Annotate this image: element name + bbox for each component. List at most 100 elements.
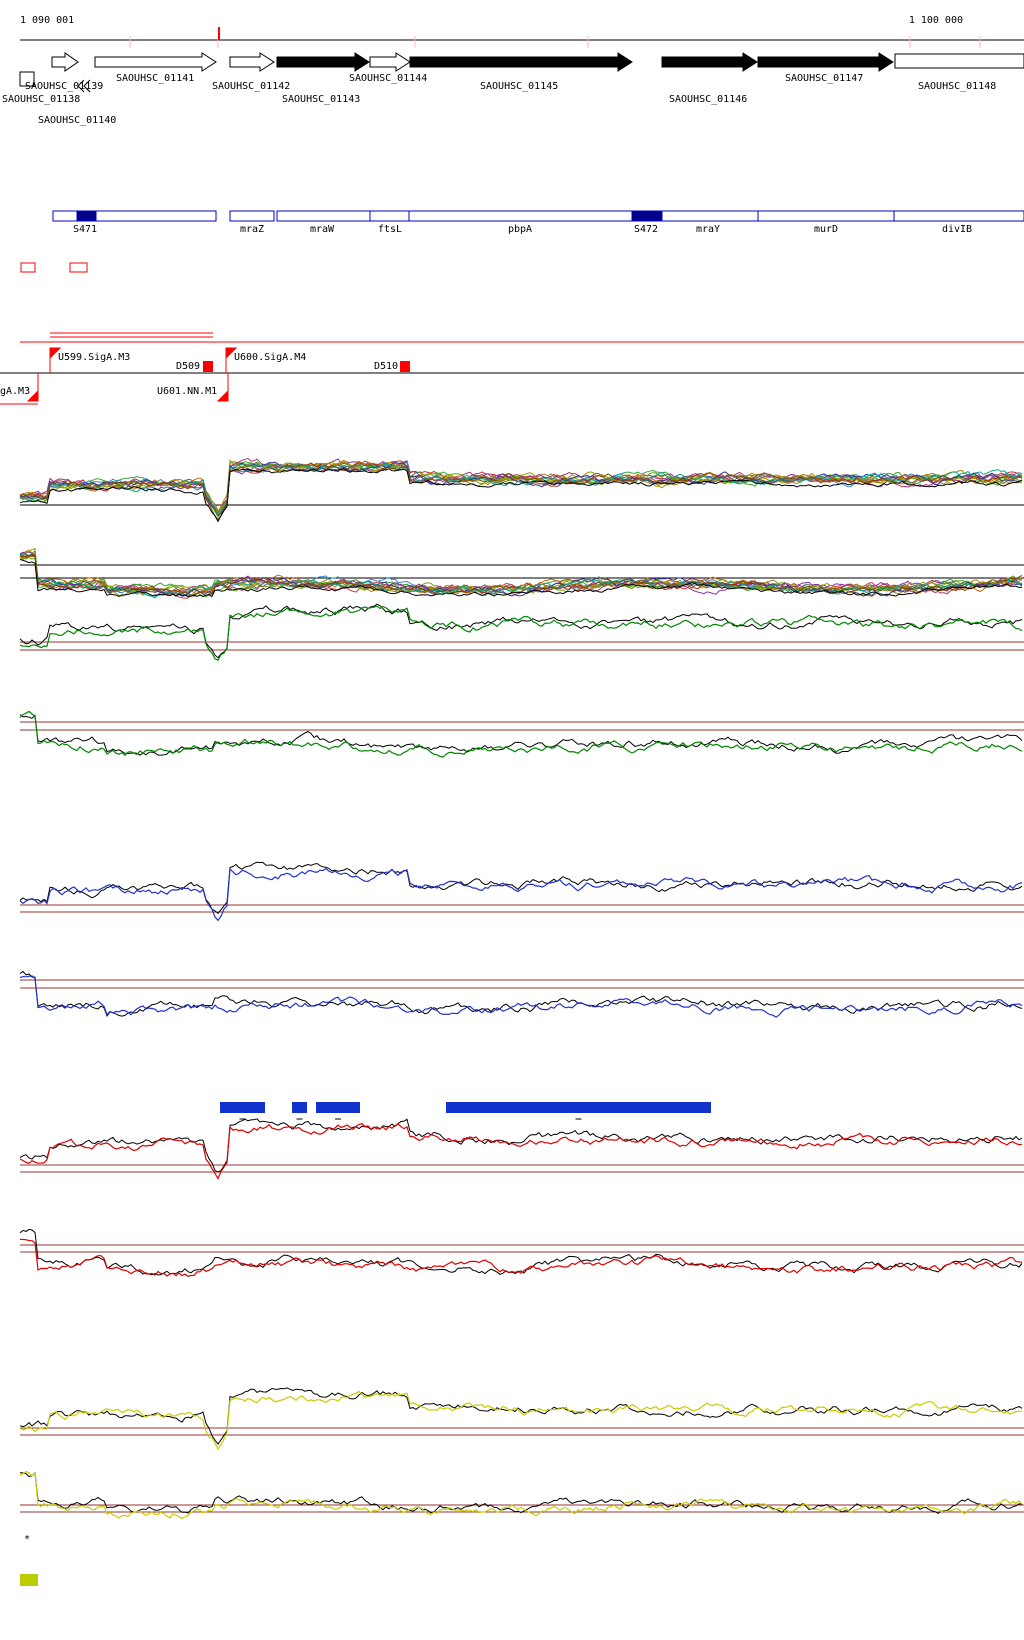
feature-box[interactable] [757, 210, 895, 222]
terminator-box[interactable] [400, 361, 410, 372]
expression-track-green-reverse [19, 710, 1024, 758]
track-line [19, 710, 1023, 758]
gene-arrow[interactable] [757, 52, 894, 72]
track-line [19, 1228, 1023, 1276]
feature-label: S472 [634, 224, 658, 235]
gene-label: SAOUHSC_01143 [282, 94, 360, 105]
feature-label: mraZ [240, 224, 264, 235]
gene-arrow[interactable] [19, 71, 35, 87]
promoter-label: D509 [176, 361, 200, 372]
track-line [19, 1471, 1023, 1514]
red-marker-box[interactable] [20, 262, 36, 273]
expression-track-multi-condition-forward [19, 457, 1024, 523]
track-line [19, 553, 1023, 596]
track-line [19, 558, 1022, 598]
track-line [19, 1238, 1023, 1277]
track-line [19, 1390, 1023, 1451]
gene-label: SAOUHSC_01145 [480, 81, 558, 92]
track-line [19, 1387, 1023, 1445]
feature-label: mraW [310, 224, 335, 235]
legend-marker: * [24, 1534, 30, 1545]
promoter-flag[interactable] [49, 347, 62, 373]
gene-arrow[interactable] [894, 53, 1024, 69]
feature-box[interactable] [52, 210, 217, 222]
track-line [19, 552, 1023, 599]
segment-block[interactable] [316, 1102, 360, 1113]
segment-track [220, 1102, 711, 1120]
expression-track-red-reverse [19, 1228, 1024, 1277]
promoter-label: U599.SigA.M3 [58, 352, 130, 363]
gene-arrow[interactable] [77, 79, 91, 93]
gene-label: SAOUHSC_01144 [349, 73, 427, 84]
promoter-flag[interactable] [26, 373, 39, 402]
gene-annotation-track: SAOUHSC_01138 SAOUHSC_01139 SAOUHSC_01140 S… [2, 52, 1024, 126]
feature-box[interactable] [893, 210, 1024, 222]
expression-track-green-forward [19, 603, 1024, 661]
gene-label: SAOUHSC_01138 [2, 94, 80, 105]
feature-box[interactable] [661, 210, 759, 222]
track-line [19, 867, 1023, 922]
track-line [19, 970, 1023, 1018]
feature-box-highlight[interactable] [631, 210, 663, 222]
track-line [19, 461, 1023, 517]
track-line [19, 458, 1023, 518]
feature-box[interactable] [369, 210, 410, 222]
terminator-box[interactable] [203, 361, 213, 372]
promoter-label: U601.NN.M1 [157, 386, 217, 397]
feature-annotation-track: S471 mraZ mraW ftsL pbpA S472 mraY murD divIB [52, 210, 1024, 235]
track-line [19, 1470, 1023, 1520]
feature-label: ftsL [378, 224, 402, 235]
feature-label: S471 [73, 224, 97, 235]
red-marker-box[interactable] [69, 262, 88, 273]
expression-track-blue-forward [19, 861, 1024, 922]
segment-block[interactable] [220, 1102, 265, 1113]
promoter-track: U599.SigA.M3 U600.SigA.M4 D509 D510 U601.NN.… [0, 332, 1024, 405]
gene-arrow[interactable] [94, 52, 217, 72]
promoter-label: D510 [374, 361, 398, 372]
gene-label: SAOUHSC_01140 [38, 115, 116, 126]
promoter-label: U600.SigA.M4 [234, 352, 306, 363]
promoter-label: gA.M3 [0, 386, 30, 397]
gene-label: SAOUHSC_01146 [669, 94, 747, 105]
gene-arrow[interactable] [369, 52, 411, 72]
coordinate-ruler: 1 090 001 1 100 000 [20, 15, 1024, 48]
track-line [19, 861, 1023, 915]
legend-swatch[interactable] [20, 1574, 38, 1586]
feature-box[interactable] [229, 210, 275, 222]
gene-label: SAOUHSC_01142 [212, 81, 290, 92]
gene-arrow[interactable] [661, 52, 758, 72]
gene-label: SAOUHSC_01147 [785, 73, 863, 84]
red-marker-track [20, 262, 88, 273]
expression-track-yellow-reverse [19, 1470, 1024, 1520]
track-line [19, 603, 1023, 659]
segment-block[interactable] [446, 1102, 711, 1113]
promoter-flag[interactable] [225, 347, 238, 373]
feature-box[interactable] [408, 210, 633, 222]
coord-start-label: 1 090 001 [20, 15, 74, 26]
track-line [19, 1118, 1023, 1173]
track-line [19, 468, 1023, 523]
feature-label: pbpA [508, 224, 532, 235]
gene-arrow[interactable] [51, 52, 79, 72]
track-line [19, 975, 1023, 1018]
gene-arrow[interactable] [276, 52, 370, 72]
gene-label: SAOUHSC_01148 [918, 81, 996, 92]
track-line [19, 457, 1023, 516]
feature-box[interactable] [276, 210, 371, 222]
legend: * [20, 1534, 38, 1586]
expression-tracks [19, 457, 1024, 1520]
feature-label: mraY [696, 224, 720, 235]
track-line [19, 605, 1023, 661]
promoter-flag[interactable] [216, 373, 229, 402]
track-line [19, 461, 1023, 521]
expression-track-red-forward [19, 1118, 1024, 1180]
feature-label: murD [814, 224, 838, 235]
feature-box-highlight[interactable] [76, 210, 97, 222]
track-line [19, 459, 1023, 515]
expression-track-blue-reverse [19, 970, 1024, 1018]
gene-arrow[interactable] [409, 52, 633, 72]
gene-arrow[interactable] [229, 52, 275, 72]
segment-block[interactable] [292, 1102, 307, 1113]
track-line [19, 462, 1023, 518]
